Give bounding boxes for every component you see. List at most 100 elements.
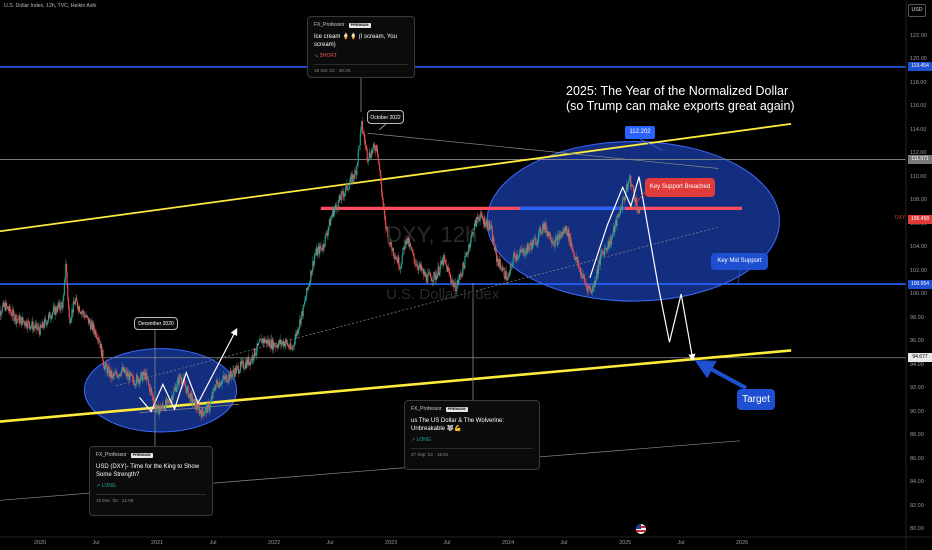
candle-body <box>562 232 564 236</box>
candle-body <box>15 314 17 324</box>
candle-body <box>190 393 192 402</box>
candle <box>233 368 235 379</box>
candle-body <box>306 288 308 298</box>
label-key-support-breached[interactable]: Key Support Breached <box>645 178 715 197</box>
candle <box>226 377 229 383</box>
candle-body <box>228 374 230 381</box>
candle <box>617 212 619 218</box>
candle <box>376 144 378 152</box>
candle-body <box>448 269 450 274</box>
candle <box>558 231 560 242</box>
candle <box>277 344 279 352</box>
candle <box>551 237 553 246</box>
x-tick-label: Jul <box>443 540 451 546</box>
candle <box>318 243 320 259</box>
candle <box>586 283 588 297</box>
candle-body <box>420 265 422 269</box>
candle-body <box>133 380 135 386</box>
candle <box>129 370 131 379</box>
candle <box>221 379 223 390</box>
candle <box>602 248 604 257</box>
candle <box>470 234 472 246</box>
candle-body <box>577 260 579 263</box>
candle-body <box>123 367 125 373</box>
candle-body <box>564 228 566 231</box>
candle <box>588 285 591 293</box>
candle-body <box>149 385 151 393</box>
candle <box>489 219 491 231</box>
candle <box>27 318 29 334</box>
candle-body <box>558 234 560 240</box>
candle <box>164 397 167 412</box>
candle <box>513 248 516 259</box>
candle-body <box>613 226 615 233</box>
candle-body <box>34 324 37 329</box>
currency-button[interactable]: USD <box>908 4 926 17</box>
candle-body <box>64 277 66 283</box>
candle <box>526 243 528 254</box>
candle-body <box>344 191 346 194</box>
idea-callout-long-2020[interactable]: FX_Professor PREMIUM USD (DXY)- Time for… <box>89 446 213 516</box>
candle <box>47 312 50 324</box>
candle-body <box>404 239 406 250</box>
candle-body <box>337 200 339 209</box>
candle <box>186 383 188 394</box>
label-october-2022[interactable]: October 2022 <box>367 110 404 124</box>
candle <box>319 242 321 257</box>
candle <box>301 307 304 320</box>
candle-body <box>255 354 257 356</box>
candle-body <box>214 389 216 391</box>
candle-body <box>639 209 641 213</box>
candle-body <box>270 339 273 349</box>
candle <box>398 252 400 271</box>
label-december-2020[interactable]: December 2020 <box>134 317 178 330</box>
candle <box>599 248 602 270</box>
candle <box>213 386 215 393</box>
candle <box>606 246 608 254</box>
candle-body <box>150 388 152 391</box>
candle <box>392 247 394 252</box>
candle <box>79 311 81 315</box>
us-flag-icon[interactable] <box>636 524 646 534</box>
candle <box>360 126 362 136</box>
candle <box>457 278 459 289</box>
candle <box>271 337 273 354</box>
candle <box>382 196 384 207</box>
candle-body <box>163 408 165 410</box>
candle <box>496 251 498 267</box>
candle-body <box>339 194 341 201</box>
candle <box>637 205 639 213</box>
candle <box>131 373 133 377</box>
candle-body <box>526 247 528 253</box>
candle-body <box>16 319 18 324</box>
candle <box>193 399 195 404</box>
candle <box>511 262 513 270</box>
idea-callout-long-2023[interactable]: FX_Professor PREMIUM us The US Dollar & … <box>404 400 540 470</box>
candle <box>379 170 381 176</box>
candle-body <box>485 226 487 227</box>
label-key-mid-support[interactable]: Key Mid Support <box>711 253 768 270</box>
candle-body <box>65 263 67 273</box>
candle <box>629 173 631 181</box>
candle-body <box>233 369 235 373</box>
candle <box>304 296 306 309</box>
candle <box>390 237 392 246</box>
idea-callout-short[interactable]: FX_Professor PREMIUM Ice cream 🍦🍦 (I scr… <box>307 16 415 78</box>
candle <box>258 338 260 344</box>
label-target[interactable]: Target <box>737 389 775 410</box>
candle-body <box>530 242 532 245</box>
candle <box>395 255 397 260</box>
candle-body <box>286 339 288 343</box>
label-price-112[interactable]: 112.202 <box>625 126 655 139</box>
candle-body <box>439 265 441 273</box>
candle-body <box>88 319 90 324</box>
candle-body <box>304 301 306 305</box>
candle-body <box>621 199 624 210</box>
candle-body <box>157 404 159 406</box>
candle-body <box>451 280 454 282</box>
candle-body <box>437 266 439 274</box>
candle <box>381 189 383 200</box>
y-tick-label: 116.00 <box>910 103 927 110</box>
candle-body <box>132 376 134 381</box>
candle <box>344 187 346 196</box>
